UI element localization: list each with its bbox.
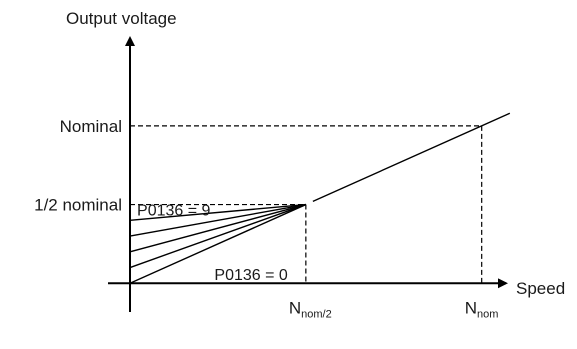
x-tick-label: Nnom/2 bbox=[289, 298, 332, 320]
tick-labels: Nominal 1/2 nominal Nnom/2 Nnom bbox=[34, 117, 498, 320]
series-group bbox=[129, 112, 511, 284]
series-line bbox=[129, 203, 306, 237]
x-tick-label: Nnom bbox=[465, 298, 499, 320]
annotation-label: P0136 = 0 bbox=[214, 267, 288, 284]
series-line bbox=[129, 203, 306, 222]
x-axis-label: Speed bbox=[516, 279, 565, 298]
series-line bbox=[129, 203, 307, 284]
annotations: P0136 = 9 P0136 = 0 bbox=[137, 202, 288, 284]
series-line bbox=[312, 112, 511, 203]
y-tick-label: Nominal bbox=[60, 117, 122, 136]
y-axis-label: Output voltage bbox=[66, 9, 177, 28]
series-line bbox=[129, 203, 307, 253]
series-line bbox=[129, 203, 307, 269]
guide-lines bbox=[130, 125, 483, 284]
annotation-label: P0136 = 9 bbox=[137, 202, 211, 219]
y-tick-label: 1/2 nominal bbox=[34, 196, 122, 215]
